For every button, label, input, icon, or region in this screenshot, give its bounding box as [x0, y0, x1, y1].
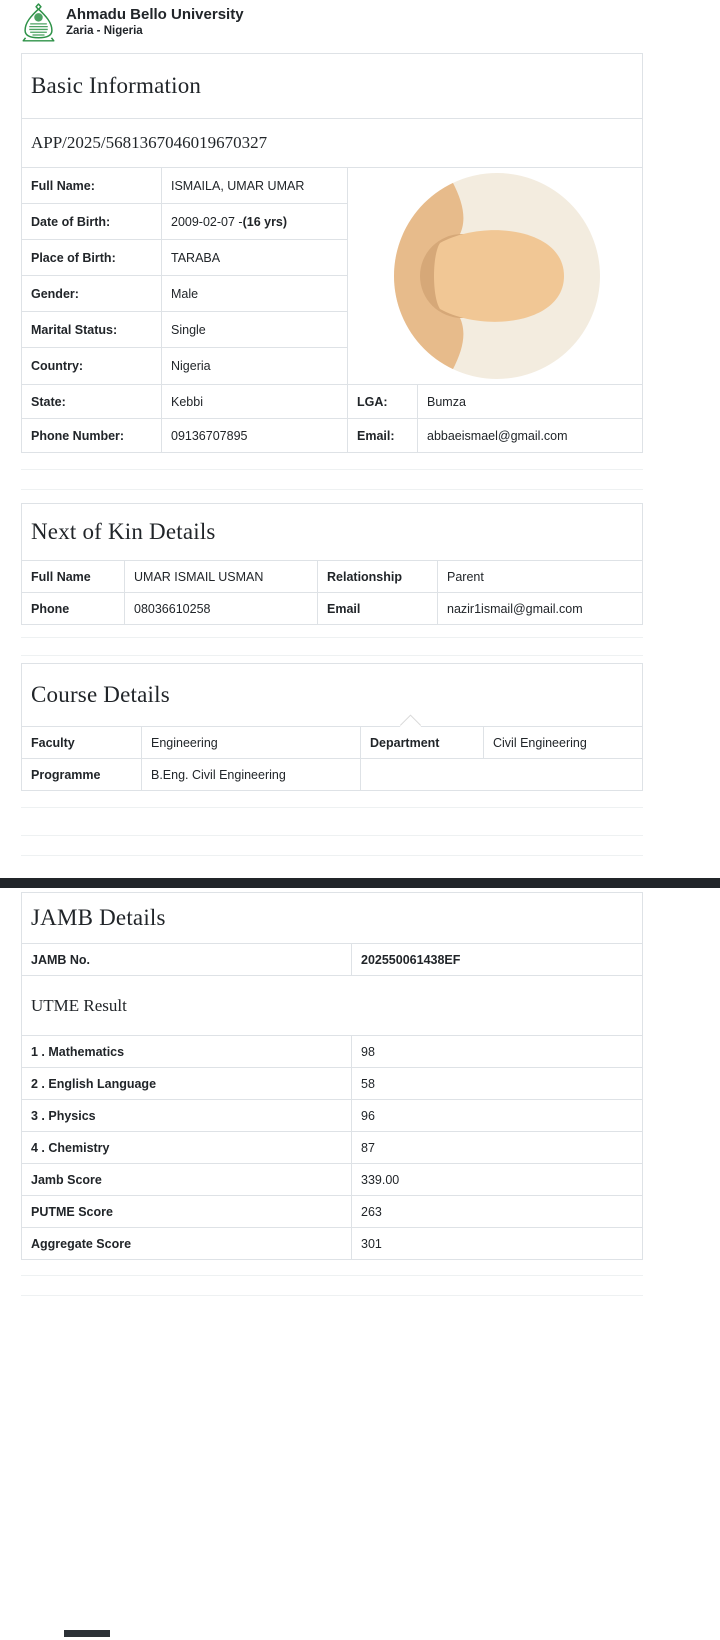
next-page-partial-mark	[64, 1630, 110, 1637]
full-name-value: ISMAILA, UMAR UMAR	[162, 168, 348, 204]
spacer-hairline	[21, 807, 643, 808]
app-header: Ahmadu Bello University Zaria - Nigeria	[0, 0, 720, 44]
faculty-label: Faculty	[22, 727, 142, 758]
state-label: State:	[22, 385, 162, 418]
next-of-kin-title: Next of Kin Details	[31, 519, 216, 544]
subject-score: 98	[361, 1044, 375, 1059]
jamb-no-label: JAMB No.	[22, 944, 352, 975]
marital-label: Marital Status:	[22, 312, 162, 348]
gender-value: Male	[162, 276, 348, 312]
jamb-score-row: Jamb Score 339.00	[22, 1163, 642, 1195]
putme-score-value: 263	[361, 1204, 382, 1219]
nok-relationship-label: Relationship	[318, 561, 438, 592]
nok-name-row: Full Name UMAR ISMAIL USMAN Relationship…	[22, 560, 642, 592]
subject-score: 96	[361, 1108, 375, 1123]
department-value: Civil Engineering	[493, 735, 587, 750]
programme-label: Programme	[22, 759, 142, 790]
department-label: Department	[361, 727, 484, 758]
programme-row: Programme B.Eng. Civil Engineering	[22, 758, 642, 790]
jamb-no-row: JAMB No. 202550061438EF	[22, 943, 642, 975]
subject-row: 2 . English Language 58	[22, 1067, 642, 1099]
email-value: abbaeismael@gmail.com	[427, 428, 568, 443]
course-details-title: Course Details	[31, 682, 170, 707]
university-crest-icon	[22, 3, 55, 42]
subject-score: 87	[361, 1140, 375, 1155]
marital-value: Single	[162, 312, 348, 348]
programme-value: B.Eng. Civil Engineering	[142, 759, 361, 790]
nok-fullname-label: Full Name	[22, 561, 125, 592]
faculty-department-row: Faculty Engineering Department Civil Eng…	[22, 726, 642, 758]
spacer-hairline	[21, 637, 643, 638]
basic-information-section: Basic Information APP/2025/5681367046019…	[21, 53, 643, 453]
faculty-value: Engineering	[142, 727, 361, 758]
jamb-score-label: Jamb Score	[22, 1164, 352, 1195]
pob-value: TARABA	[162, 240, 348, 276]
spacer-hairline	[21, 489, 643, 490]
nok-relationship-value: Parent	[447, 569, 484, 584]
header-text: Ahmadu Bello University Zaria - Nigeria	[66, 6, 244, 40]
jamb-no-value: 202550061438EF	[361, 952, 461, 967]
lga-label: LGA:	[348, 385, 418, 418]
dob-value: 2009-02-07 - (16 yrs)	[162, 204, 348, 240]
subject-row: 4 . Chemistry 87	[22, 1131, 642, 1163]
jamb-details-title: JAMB Details	[31, 905, 166, 930]
dob-label: Date of Birth:	[22, 204, 162, 240]
nok-email-value: nazir1ismail@gmail.com	[447, 601, 583, 616]
next-of-kin-section: Next of Kin Details Full Name UMAR ISMAI…	[21, 503, 643, 625]
spacer-hairline	[21, 1295, 643, 1296]
university-name: Ahmadu Bello University	[66, 5, 244, 23]
subject-row: 3 . Physics 96	[22, 1099, 642, 1131]
country-value: Nigeria	[162, 348, 348, 384]
subject-row: 1 . Mathematics 98	[22, 1035, 642, 1067]
full-name-label: Full Name:	[22, 168, 162, 204]
phone-email-row: Phone Number: 09136707895 Email: abbaeis…	[22, 418, 642, 452]
country-label: Country:	[22, 348, 162, 384]
jamb-details-section: JAMB Details JAMB No. 202550061438EF UTM…	[21, 892, 643, 1260]
putme-score-label: PUTME Score	[22, 1196, 352, 1227]
nok-phone-label: Phone	[22, 593, 125, 624]
photo-cell	[348, 168, 642, 384]
nok-contact-row: Phone 08036610258 Email nazir1ismail@gma…	[22, 592, 642, 624]
jamb-score-value: 339.00	[361, 1172, 400, 1187]
gender-label: Gender:	[22, 276, 162, 312]
basic-information-title: Basic Information	[31, 73, 202, 98]
applicant-photo	[393, 173, 600, 379]
email-label: Email:	[348, 419, 418, 452]
nok-fullname-value: UMAR ISMAIL USMAN	[125, 561, 318, 592]
aggregate-score-row: Aggregate Score 301	[22, 1227, 642, 1259]
subject-label: 2 . English Language	[22, 1068, 352, 1099]
utme-result-title: UTME Result	[22, 975, 642, 1035]
nok-phone-value: 08036610258	[125, 593, 318, 624]
pob-label: Place of Birth:	[22, 240, 162, 276]
course-details-section: Course Details Faculty Engineering Depar…	[21, 663, 643, 791]
subject-label: 3 . Physics	[22, 1100, 352, 1131]
subject-score: 58	[361, 1076, 375, 1091]
aggregate-score-label: Aggregate Score	[22, 1228, 352, 1259]
spacer-hairline	[21, 855, 643, 856]
lga-value: Bumza	[427, 394, 466, 409]
spacer-hairline	[21, 1275, 643, 1276]
phone-value: 09136707895	[162, 419, 348, 452]
subject-label: 4 . Chemistry	[22, 1132, 352, 1163]
state-value: Kebbi	[162, 385, 348, 418]
basic-information-table: Full Name: ISMAILA, UMAR UMAR Date of Bi…	[22, 167, 642, 384]
aggregate-score-value: 301	[361, 1236, 382, 1251]
putme-score-row: PUTME Score 263	[22, 1195, 642, 1227]
subject-label: 1 . Mathematics	[22, 1036, 352, 1067]
spacer-hairline	[21, 835, 643, 836]
spacer-hairline	[21, 655, 643, 656]
programme-empty-cell	[361, 759, 642, 790]
page-break-bar	[0, 878, 720, 888]
phone-label: Phone Number:	[22, 419, 162, 452]
nok-email-label: Email	[318, 593, 438, 624]
state-lga-row: State: Kebbi LGA: Bumza	[22, 384, 642, 418]
spacer-hairline	[21, 469, 643, 470]
application-number: APP/2025/5681367046019670327	[22, 118, 642, 167]
university-location: Zaria - Nigeria	[66, 25, 143, 38]
